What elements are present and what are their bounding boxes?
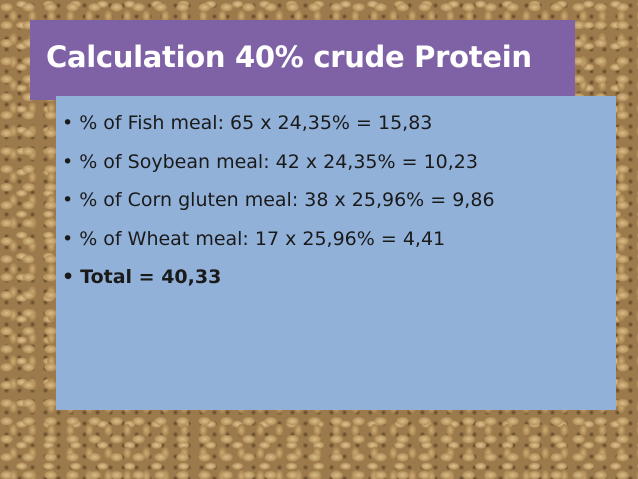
bullet-list: % of Fish meal: 65 x 24,35% = 15,83% of … [62,104,495,297]
bullet-item: % of Soybean meal: 42 x 24,35% = 10,23 [62,143,495,182]
title-band [30,20,575,100]
bullet-item: Total = 40,33 [62,258,495,297]
bullet-item: % of Wheat meal: 17 x 25,96% = 4,41 [62,220,495,259]
bullet-item: % of Fish meal: 65 x 24,35% = 15,83 [62,104,495,143]
bullet-item: % of Corn gluten meal: 38 x 25,96% = 9,8… [62,181,494,220]
slide-title: Calculation 40% crude Protein [46,40,532,74]
